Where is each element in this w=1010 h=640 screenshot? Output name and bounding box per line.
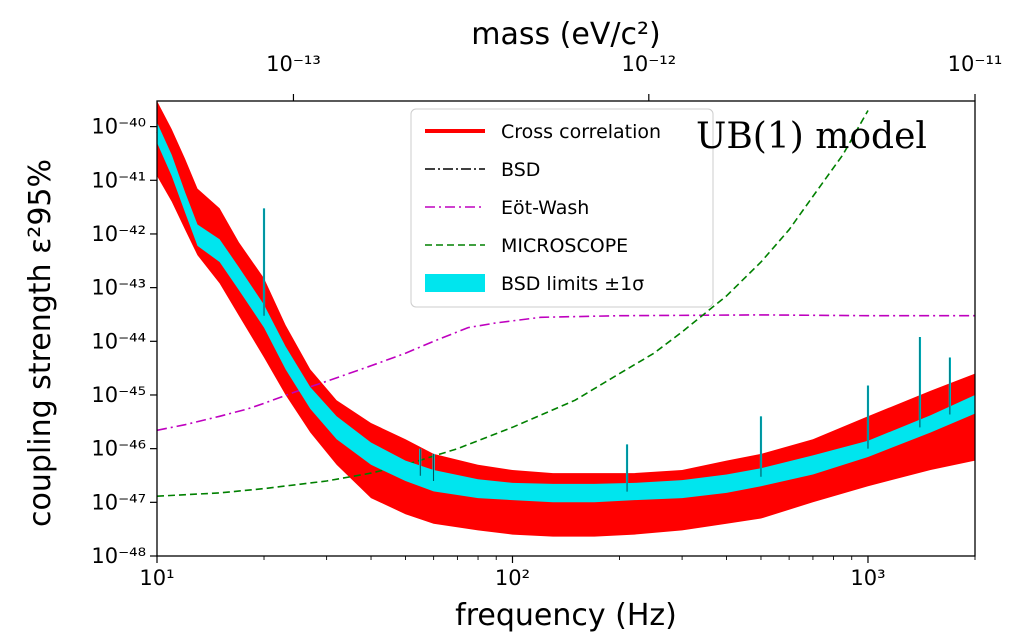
- x-tick-label: 10¹: [139, 566, 174, 590]
- y-axis-title: coupling strength ε²95%: [23, 159, 58, 527]
- series-layer: [156, 101, 976, 537]
- top-tick-label: 10⁻¹¹: [948, 52, 1003, 76]
- plot-frame-border: [156, 100, 976, 557]
- y-tick-label: 10⁻⁴⁵: [91, 383, 146, 407]
- top-tick-label: 10⁻¹²: [621, 52, 676, 76]
- model-annotation: UB(1) model: [696, 116, 927, 157]
- peaks-layer: [262, 208, 952, 492]
- top-axis-title: mass (eV/c²): [471, 17, 660, 52]
- legend-swatch-bsd-limits-1: [425, 274, 485, 292]
- series-cross-correlation-band: [157, 101, 975, 537]
- y-tick-label: 10⁻⁴²: [91, 222, 146, 246]
- x-tick-label: 10³: [850, 566, 885, 590]
- y-tick-label: 10⁻⁴³: [91, 276, 146, 300]
- legend-label-microscope: MICROSCOPE: [501, 235, 628, 257]
- y-tick-label: 10⁻⁴⁶: [91, 437, 146, 461]
- y-tick-label: 10⁻⁴⁸: [91, 544, 146, 568]
- legend-label-e-t-wash: Eöt-Wash: [501, 197, 589, 219]
- top-tick-label: 10⁻¹³: [266, 52, 321, 76]
- plot-area: 10¹ 10² 10³ 10⁻⁴⁸ 10⁻⁴⁷ 10⁻⁴⁶ 10⁻⁴⁵ 10⁻⁴⁴ 10⁻⁴³ 1…: [91, 52, 1002, 590]
- legend-box: [410, 108, 714, 308]
- x-axis-title: frequency (Hz): [455, 598, 677, 633]
- plot-frame: [156, 100, 976, 557]
- y-tick-label: 10⁻⁴¹: [91, 168, 146, 192]
- y-tick-label: 10⁻⁴⁰: [91, 115, 146, 139]
- legend-label-cross-correlation: Cross correlation: [501, 121, 661, 143]
- x-tick-label: 10²: [495, 566, 530, 590]
- legend: Cross correlation BSD Eöt-Wash MICROSCOPE BS…: [410, 108, 714, 308]
- legend-label-bsd: BSD: [501, 159, 540, 181]
- axis-ticks: 10¹ 10² 10³ 10⁻⁴⁸ 10⁻⁴⁷ 10⁻⁴⁶ 10⁻⁴⁵ 10⁻⁴⁴ 10⁻⁴³ 1…: [91, 52, 1002, 590]
- y-tick-label: 10⁻⁴⁴: [91, 329, 146, 353]
- legend-label-bsd-limits-1: BSD limits ±1σ: [501, 273, 644, 295]
- series-microscope-line: [156, 110, 869, 497]
- series-e-t-wash-line: [156, 314, 975, 432]
- y-tick-label: 10⁻⁴⁷: [91, 490, 146, 514]
